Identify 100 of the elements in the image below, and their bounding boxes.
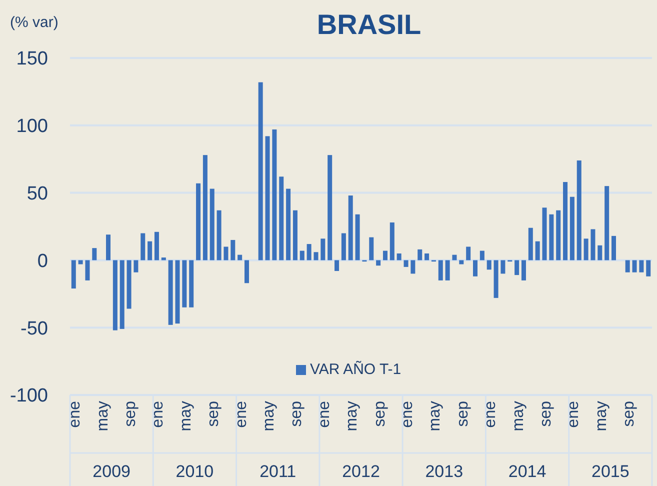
bar — [528, 228, 533, 260]
bar — [292, 210, 298, 260]
text: 2015 — [592, 462, 630, 481]
bar — [140, 233, 146, 260]
x-tick-label: sep — [371, 400, 388, 427]
legend-label: VAR AÑO T-1 — [310, 360, 402, 378]
bar — [154, 232, 159, 260]
y-tick-label: 150 — [16, 48, 48, 70]
x-tick-label: ene — [565, 400, 582, 428]
bar — [570, 196, 574, 260]
bar — [224, 246, 228, 260]
bar — [134, 260, 138, 272]
text: 2013 — [425, 462, 464, 481]
bar — [196, 183, 201, 260]
bar — [542, 208, 547, 260]
bar — [376, 260, 381, 266]
x-tick-label: sep — [454, 400, 472, 427]
text: 2014 — [508, 462, 546, 481]
bar — [611, 236, 616, 260]
bar — [500, 260, 506, 274]
y-axis-title: (% var) — [10, 14, 58, 31]
chart-title: BRASIL — [316, 9, 422, 40]
y-tick-label: 0 — [37, 250, 48, 272]
bar — [404, 260, 408, 267]
bar — [521, 260, 526, 280]
bar — [328, 155, 332, 260]
bar — [300, 250, 304, 260]
bar — [230, 240, 236, 260]
bar — [584, 238, 588, 260]
x-tick-label: sep — [620, 400, 638, 427]
bar — [182, 260, 187, 308]
bar — [314, 252, 318, 260]
bar — [646, 260, 651, 276]
bar — [85, 260, 90, 280]
bar — [604, 186, 610, 260]
bar — [341, 233, 346, 260]
bar — [369, 237, 374, 260]
y-tick-label: -100 — [10, 386, 48, 407]
x-tick-label: sep — [538, 400, 554, 427]
bar — [126, 260, 132, 309]
bar — [92, 248, 97, 260]
y-tick-label: -50 — [20, 318, 48, 340]
bar — [563, 182, 568, 260]
bar — [202, 155, 208, 260]
bar — [272, 129, 277, 260]
bar — [306, 244, 312, 260]
bar — [514, 260, 520, 276]
x-tick-label: sep — [205, 400, 222, 427]
y-tick-label: 100 — [16, 116, 48, 138]
text: 2011 — [260, 462, 296, 481]
text: 2009 — [92, 462, 130, 481]
bar — [210, 188, 214, 260]
bar — [265, 136, 270, 260]
bar — [244, 260, 249, 284]
x-tick-label: ene — [316, 400, 333, 428]
text: 2010 — [176, 462, 214, 481]
bar — [279, 176, 284, 260]
bar — [238, 254, 242, 260]
x-tick-label: ene — [232, 400, 250, 428]
bar — [78, 260, 83, 264]
x-tick-label: ene — [66, 400, 84, 428]
text: 2012 — [342, 462, 380, 481]
bar — [286, 188, 291, 260]
y-tick-label: 50 — [26, 183, 48, 204]
bar — [106, 234, 111, 260]
bar — [445, 260, 450, 280]
bar — [348, 195, 353, 260]
bar — [120, 260, 124, 329]
bar — [459, 260, 464, 264]
bar — [486, 260, 492, 270]
bar — [576, 160, 582, 260]
bar — [549, 214, 554, 260]
x-tick-label: ene — [399, 400, 416, 428]
x-tick-label: may — [260, 401, 278, 432]
x-tick-label: may — [592, 401, 610, 432]
bar — [216, 210, 222, 260]
bar — [355, 214, 360, 260]
x-tick-label: may — [177, 401, 194, 432]
bar — [438, 260, 443, 280]
bar — [175, 260, 180, 324]
x-tick-label: sep — [122, 400, 140, 427]
x-tick-label: ene — [482, 400, 500, 428]
bar — [480, 250, 484, 260]
bar — [112, 260, 118, 330]
bar — [71, 260, 76, 289]
bar — [452, 254, 457, 260]
bar — [390, 222, 394, 260]
bar — [320, 238, 326, 260]
bar — [639, 260, 644, 272]
x-tick-label: sep — [288, 400, 306, 427]
bar — [535, 241, 540, 260]
bar — [258, 82, 263, 260]
x-tick-label: may — [344, 401, 361, 432]
bar — [625, 260, 630, 272]
bar — [632, 260, 637, 272]
x-tick-label: may — [426, 401, 444, 432]
bar — [418, 249, 422, 260]
bar — [466, 246, 471, 260]
bar — [494, 260, 498, 298]
x-tick-label: ene — [150, 400, 167, 428]
